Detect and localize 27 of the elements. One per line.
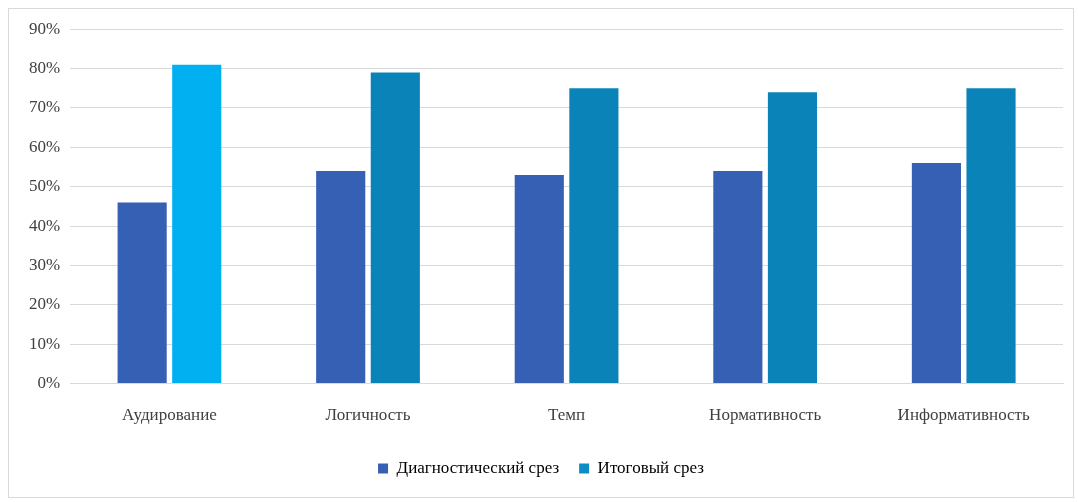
y-tick-label: 10% (28, 333, 61, 353)
bar (172, 64, 222, 384)
bar (569, 88, 619, 384)
y-tick-label: 30% (28, 254, 61, 274)
bar (966, 88, 1016, 384)
legend-label: Итоговый срез (597, 457, 705, 477)
bar (316, 170, 366, 384)
x-tick-label: Аудирование (122, 405, 217, 425)
x-tick-label: Информативность (897, 405, 1031, 425)
y-tick-label: 90% (28, 18, 61, 38)
bar (713, 170, 763, 384)
bar (911, 163, 961, 384)
bar (514, 174, 564, 384)
y-tick-label: 80% (28, 58, 61, 78)
y-tick-label: 20% (28, 294, 61, 314)
y-tick-label: 60% (28, 136, 61, 156)
y-tick-label: 0% (37, 373, 61, 393)
y-tick-label: 40% (28, 215, 61, 235)
bar (117, 202, 167, 384)
y-tick-label: 50% (28, 176, 61, 196)
bar (767, 92, 818, 384)
x-tick-label: Темп (548, 405, 586, 425)
x-tick-label: Логичность (325, 405, 411, 425)
legend-label: Диагностический срез (396, 457, 560, 477)
y-tick-label: 70% (28, 97, 61, 117)
bar (370, 72, 420, 384)
x-tick-label: Нормативность (709, 405, 822, 425)
